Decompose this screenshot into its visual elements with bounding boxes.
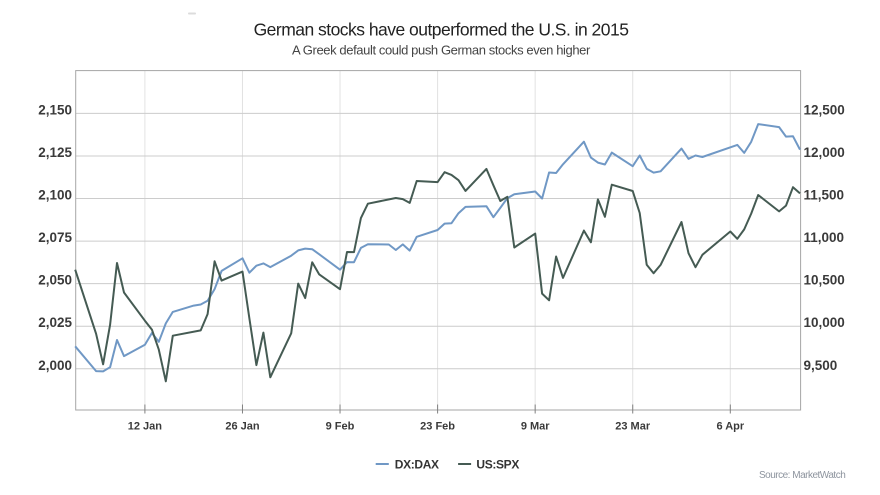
svg-text:12,000: 12,000 [804, 145, 845, 160]
svg-text:2,150: 2,150 [38, 102, 72, 117]
svg-text:2,000: 2,000 [38, 358, 72, 373]
svg-text:2,075: 2,075 [38, 230, 72, 245]
svg-text:9 Mar: 9 Mar [521, 420, 550, 432]
svg-text:12,500: 12,500 [804, 102, 845, 117]
svg-text:2,050: 2,050 [38, 273, 72, 288]
svg-text:A Greek default could push Ger: A Greek default could push German stocks… [292, 43, 591, 58]
svg-text:German stocks have outperforme: German stocks have outperformed the U.S.… [254, 20, 629, 40]
svg-text:11,500: 11,500 [804, 188, 845, 203]
svg-text:9,500: 9,500 [804, 358, 838, 373]
svg-text:2,125: 2,125 [38, 145, 72, 160]
svg-text:23 Mar: 23 Mar [615, 420, 651, 432]
svg-text:9 Feb: 9 Feb [326, 420, 355, 432]
svg-text:12 Jan: 12 Jan [128, 420, 163, 432]
svg-text:23 Feb: 23 Feb [420, 420, 455, 432]
svg-text:11,000: 11,000 [804, 230, 845, 245]
svg-text:US:SPX: US:SPX [476, 458, 519, 472]
svg-text:6 Apr: 6 Apr [716, 420, 744, 432]
svg-text:10,000: 10,000 [804, 315, 845, 330]
svg-text:26 Jan: 26 Jan [225, 420, 260, 432]
svg-text:10,500: 10,500 [804, 273, 845, 288]
svg-text:2,100: 2,100 [38, 188, 72, 203]
svg-text:DX:DAX: DX:DAX [395, 458, 439, 472]
svg-text:Source: MarketWatch: Source: MarketWatch [759, 470, 845, 481]
svg-text:2,025: 2,025 [38, 315, 72, 330]
